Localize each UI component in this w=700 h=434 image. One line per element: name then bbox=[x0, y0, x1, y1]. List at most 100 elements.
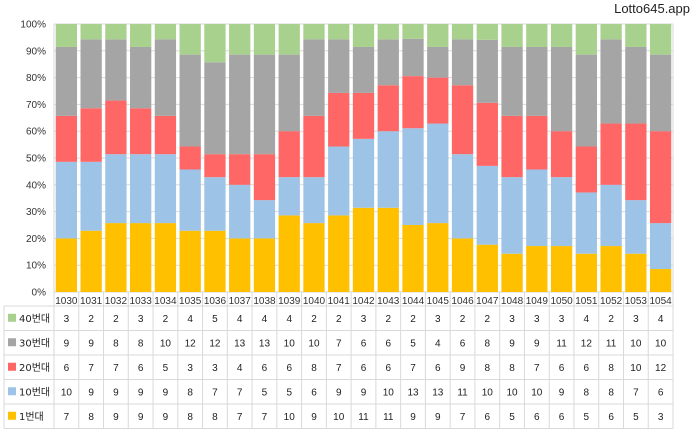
x-tick-label: 1031 bbox=[80, 296, 103, 307]
table-cell: 10 bbox=[630, 338, 642, 349]
table-cell: 3 bbox=[361, 314, 367, 325]
table-cell: 7 bbox=[633, 387, 639, 398]
table-cell: 7 bbox=[262, 412, 268, 423]
table-cell: 2 bbox=[163, 314, 169, 325]
table-cell: 9 bbox=[163, 412, 169, 423]
bar-segment bbox=[501, 46, 523, 116]
table-cell: 6 bbox=[385, 363, 391, 374]
table-cell: 5 bbox=[584, 412, 590, 423]
bar-segment bbox=[402, 128, 424, 225]
table-cell: 3 bbox=[138, 314, 144, 325]
bar-segment bbox=[402, 24, 424, 39]
bar-segment bbox=[80, 108, 102, 162]
bar-segment bbox=[649, 54, 672, 132]
table-cell: 3 bbox=[658, 412, 664, 423]
table-cell: 9 bbox=[163, 387, 169, 398]
y-tick-label: 80% bbox=[26, 73, 46, 84]
bar-segment bbox=[229, 238, 251, 292]
table-cell: 2 bbox=[460, 314, 466, 325]
bar-segment bbox=[377, 24, 399, 40]
bar-segment bbox=[303, 39, 325, 116]
table-cell: 9 bbox=[88, 387, 94, 398]
bar-segment bbox=[253, 24, 276, 55]
table-cell: 3 bbox=[187, 363, 193, 374]
y-tick-label: 0% bbox=[32, 288, 47, 299]
x-tick-label: 1043 bbox=[377, 296, 400, 307]
table-cell: 12 bbox=[209, 338, 221, 349]
x-tick-label: 1034 bbox=[154, 296, 177, 307]
table-cell: 10 bbox=[482, 387, 494, 398]
table-cell: 6 bbox=[361, 338, 367, 349]
table-cell: 9 bbox=[64, 338, 70, 349]
table-cell: 9 bbox=[113, 412, 119, 423]
bar-segment bbox=[278, 131, 300, 178]
table-cell: 6 bbox=[138, 363, 144, 374]
table-cell: 8 bbox=[138, 338, 144, 349]
bar-segment bbox=[278, 24, 300, 55]
table-cell: 8 bbox=[311, 363, 317, 374]
bar-segment bbox=[550, 24, 573, 47]
table-cell: 3 bbox=[559, 314, 565, 325]
table-cell: 6 bbox=[559, 363, 565, 374]
bar-segment bbox=[352, 46, 375, 93]
table-cell: 9 bbox=[361, 387, 367, 398]
bar-segment bbox=[105, 154, 127, 224]
table-cell: 5 bbox=[286, 387, 292, 398]
table-cell: 9 bbox=[88, 338, 94, 349]
bar-segment bbox=[649, 131, 672, 224]
x-tick-label: 1039 bbox=[278, 296, 301, 307]
bar-segment bbox=[377, 39, 399, 86]
y-axis-tick-labels: 0% 10% 20% 30% 40% 50% 60% 70% 80% 90% 100% bbox=[20, 20, 46, 299]
bar-segment bbox=[625, 253, 647, 292]
table-cell: 5 bbox=[163, 363, 169, 374]
bar-segment bbox=[179, 146, 201, 170]
table-cell: 12 bbox=[655, 363, 667, 374]
bar-segment bbox=[130, 223, 152, 292]
x-tick-label: 1041 bbox=[328, 296, 351, 307]
table-cell: 7 bbox=[534, 363, 540, 374]
y-tick-label: 100% bbox=[20, 20, 46, 31]
table-cell: 6 bbox=[559, 412, 565, 423]
table-cell: 10 bbox=[506, 387, 518, 398]
table-cell: 10 bbox=[61, 387, 73, 398]
bar-segment bbox=[130, 154, 152, 224]
bar-segment bbox=[575, 146, 597, 193]
data-table: 40번대 3 2 2 3 2 4 5 4 4 4 2 2 3 2 2 3 2 2 3 3 3 4 2 3 4 30번대 9 9 8 8 10 1… bbox=[3, 305, 673, 429]
y-tick-label: 60% bbox=[26, 127, 46, 138]
table-cell: 8 bbox=[113, 338, 119, 349]
bar-segment bbox=[625, 46, 647, 124]
bar-segment bbox=[179, 169, 201, 231]
table-cell: 6 bbox=[311, 387, 317, 398]
table-cell: 7 bbox=[460, 412, 466, 423]
table-cell: 8 bbox=[187, 387, 193, 398]
table-cell: 3 bbox=[509, 314, 515, 325]
table-cell: 6 bbox=[361, 363, 367, 374]
bar-segment bbox=[105, 39, 127, 101]
bar-segment bbox=[427, 223, 449, 292]
bar-segment bbox=[526, 115, 548, 170]
bar-segment bbox=[130, 46, 152, 109]
table-cell: 3 bbox=[435, 314, 441, 325]
bar-segment bbox=[55, 24, 78, 47]
table-cell: 10 bbox=[308, 338, 320, 349]
bar-segment bbox=[154, 24, 177, 40]
bar-segment bbox=[575, 192, 597, 254]
legend-swatch bbox=[8, 338, 16, 347]
bar-segment bbox=[229, 154, 251, 185]
bar-segment bbox=[377, 207, 399, 292]
table-cell: 9 bbox=[138, 387, 144, 398]
legend-label: 40번대 bbox=[19, 313, 50, 325]
bar-segment bbox=[229, 184, 251, 239]
table-cell: 6 bbox=[435, 363, 441, 374]
table-cell: 6 bbox=[658, 387, 664, 398]
x-tick-label: 1030 bbox=[55, 296, 78, 307]
bar-segment bbox=[154, 223, 177, 292]
table-cell: 9 bbox=[410, 412, 416, 423]
bar-segment bbox=[476, 24, 498, 40]
bar-segment bbox=[105, 100, 127, 155]
x-tick-label: 1040 bbox=[303, 296, 326, 307]
y-tick-label: 30% bbox=[26, 207, 46, 218]
legend-label: 10번대 bbox=[19, 386, 50, 398]
table-cell: 2 bbox=[608, 314, 614, 325]
